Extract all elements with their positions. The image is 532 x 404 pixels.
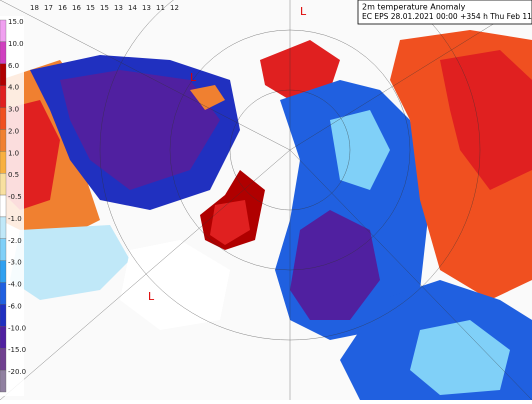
color-legend: 15.0 10.0 6.0 4.0 3.0 2.0 1.0 0.5 -0.5 -1.0 -2.0 -3… — [0, 16, 26, 396]
pressure-low: L — [300, 5, 307, 18]
legend-swatch — [0, 19, 7, 43]
legend-swatch — [0, 173, 7, 196]
legend-swatch — [0, 216, 7, 239]
legend-label: 10.0 — [8, 40, 24, 48]
legend-swatch — [0, 348, 7, 371]
legend-swatch — [0, 107, 7, 130]
title-box — [357, 0, 532, 25]
legend-label: -3.0 — [8, 259, 22, 267]
legend-label: -15.0 — [8, 346, 26, 354]
station-value: 12 — [170, 4, 179, 12]
station-value: 17 — [44, 4, 53, 12]
legend-swatch — [0, 41, 7, 64]
legend-label: 2.0 — [8, 127, 19, 135]
legend-label: -6.0 — [8, 302, 22, 310]
legend-label: 3.0 — [8, 106, 19, 114]
station-value: 15 — [100, 4, 109, 12]
legend-label: 0.5 — [8, 171, 19, 179]
station-value: 13 — [114, 4, 123, 12]
station-value: 14 — [128, 4, 137, 12]
legend-label: -2.0 — [8, 237, 22, 245]
legend-label: -20.0 — [8, 368, 26, 376]
legend-swatch — [0, 129, 7, 152]
legend-swatch — [0, 85, 7, 108]
station-value: 11 — [156, 4, 165, 12]
legend-label: -0.5 — [8, 193, 22, 201]
station-value: 13 — [142, 4, 151, 12]
legend-swatch — [0, 304, 7, 327]
station-value: 15 — [86, 4, 95, 12]
legend-label: 15.0 — [8, 18, 24, 26]
pressure-low: L — [148, 290, 155, 303]
legend-swatch — [0, 369, 7, 393]
legend-label: -1.0 — [8, 215, 22, 223]
legend-swatch — [0, 238, 7, 261]
legend-swatch — [0, 63, 7, 86]
legend-swatch — [0, 282, 7, 305]
pressure-low: L — [190, 71, 197, 84]
legend-label: -10.0 — [8, 324, 26, 332]
station-values: 18 17 16 16 15 15 13 14 13 11 12 — [30, 4, 179, 12]
subtitle: EC EPS 28.01.2021 00:00 +354 h Thu Feb 1… — [362, 12, 532, 21]
legend-label: 6.0 — [8, 62, 19, 70]
station-value: 16 — [72, 4, 81, 12]
station-value: 16 — [58, 4, 67, 12]
legend-swatch — [0, 194, 7, 218]
title: 2m temperature Anomaly — [362, 3, 466, 12]
legend-swatch — [0, 326, 7, 349]
legend-label: 4.0 — [8, 84, 19, 92]
legend-swatch — [0, 260, 7, 283]
legend-label: -4.0 — [8, 281, 22, 289]
legend-swatch — [0, 151, 7, 174]
legend-label: 1.0 — [8, 149, 19, 157]
station-value: 18 — [30, 4, 39, 12]
